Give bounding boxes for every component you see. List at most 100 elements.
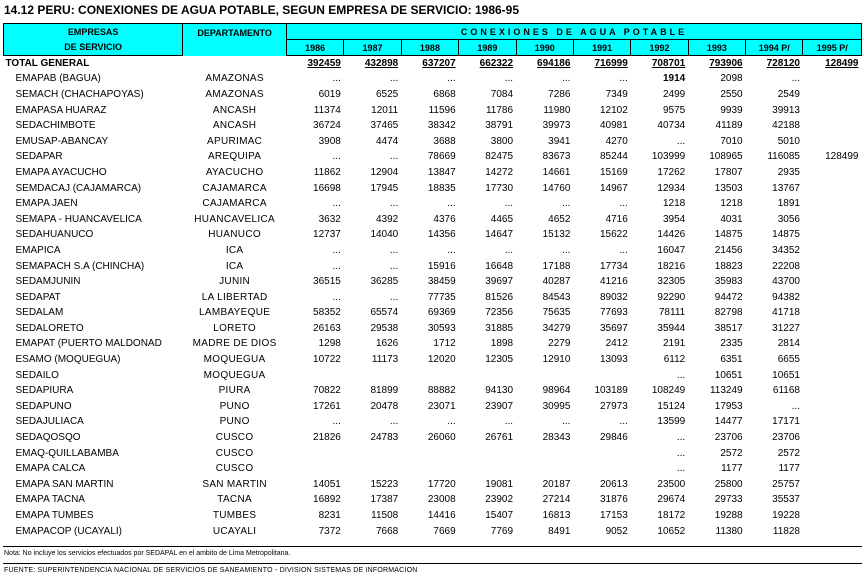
table-row: SEDAPUNO PUNO 17261 20478 23071 23907 30995 279… (4, 399, 862, 415)
table-row: EMUSAP-ABANCAY APURIMAC 3908 4474 3688 3800 39… (4, 134, 862, 150)
departamento-cell: ANCASH (212, 120, 257, 132)
table-row: ESAMO (MOQUEGUA) MOQUEGUA 10722 11173 12020 1… (4, 352, 862, 368)
value-cell (803, 181, 862, 197)
value-cell: 10651 (714, 369, 743, 381)
value-cell: 113249 (709, 385, 743, 397)
table-row: SEDALORETO LORETO 26163 29538 30593 31885 3427… (4, 321, 862, 337)
value-cell: 12910 (542, 354, 571, 366)
value-cell: 1914 (662, 73, 686, 85)
value-cell: 23706 (714, 432, 743, 444)
value-cell: ... (676, 432, 686, 444)
value-cell: 15132 (542, 229, 571, 241)
value-cell: 2935 (777, 166, 800, 178)
value-cell: 14875 (714, 229, 743, 241)
value-cell (803, 243, 862, 259)
value-cell: 31876 (600, 494, 628, 506)
value-cell: 18823 (714, 260, 743, 272)
value-cell: 6112 (663, 354, 686, 366)
value-cell: 84543 (542, 291, 571, 303)
value-cell: 17953 (714, 400, 743, 412)
value-cell: 1218 (720, 198, 743, 210)
value-cell: 29846 (600, 432, 628, 444)
value-cell (803, 212, 862, 228)
value-cell: 1177 (778, 463, 800, 475)
value-cell: 82798 (714, 307, 743, 319)
value-cell: 39973 (542, 120, 571, 132)
value-cell: 128499 (825, 151, 859, 163)
value-cell: ... (447, 244, 456, 256)
table-row: EMAPA TACNA TACNA 16892 17387 23008 23902 2721… (4, 493, 862, 509)
value-cell: 78669 (427, 151, 456, 163)
header-year: 1993 (687, 39, 747, 56)
value-cell: 27973 (600, 400, 628, 412)
value-cell: 13599 (657, 416, 686, 428)
value-cell: 7669 (433, 525, 456, 537)
total-value: 392459 (307, 57, 341, 69)
value-cell: 12737 (313, 229, 341, 241)
value-cell: 17720 (427, 478, 456, 490)
value-cell: ... (447, 416, 456, 428)
value-cell: 17261 (313, 400, 341, 412)
departamento-cell: AREQUIPA (207, 151, 262, 163)
value-cell: 72356 (485, 307, 514, 319)
header-year: 1994 P/ (745, 39, 804, 56)
value-cell (803, 118, 862, 134)
value-cell: 23902 (485, 494, 514, 506)
value-cell (803, 274, 862, 290)
value-cell: 116085 (767, 151, 800, 163)
value-cell: 19081 (485, 478, 514, 490)
value-cell (803, 228, 862, 244)
value-cell: 10722 (313, 354, 341, 366)
value-cell: 7084 (490, 88, 514, 100)
total-value: 128499 (825, 57, 859, 69)
value-cell: 1218 (662, 198, 686, 210)
departamento-cell: TUMBES (212, 510, 257, 522)
value-cell: ... (389, 244, 399, 256)
value-cell: 19228 (772, 510, 800, 522)
departamento-cell: AMAZONAS (205, 73, 264, 85)
value-cell: ... (676, 463, 686, 475)
empresa-cell: EMAPASA HUARAZ (15, 104, 107, 116)
table-row: EMAPAB (BAGUA) AMAZONAS..................… (4, 72, 862, 88)
value-cell: 6351 (720, 354, 743, 366)
value-cell: 41718 (772, 307, 800, 319)
value-cell: 36724 (313, 120, 341, 132)
value-cell: 35697 (600, 322, 628, 334)
value-cell: ... (447, 73, 456, 85)
value-cell: 36515 (313, 276, 341, 288)
value-cell: 78111 (658, 307, 686, 319)
table-row: SEDAJULIACA PUNO.................. 13599 14… (4, 415, 862, 431)
header-year: 1991 (572, 39, 632, 56)
value-cell: 15622 (600, 229, 628, 241)
table-row: SEDACHIMBOTE ANCASH 36724 37465 38342 38791 39… (4, 118, 862, 134)
value-cell: 42188 (772, 120, 800, 132)
value-cell: 15124 (657, 400, 686, 412)
empresa-cell: ESAMO (MOQUEGUA) (15, 354, 121, 366)
value-cell (803, 103, 862, 119)
empresa-cell: SEDAPAT (15, 291, 61, 303)
value-cell: 29538 (370, 322, 399, 334)
table-row: SEDALAM LAMBAYEQUE 58352 65574 69369 72356 756… (4, 306, 862, 322)
value-cell: ... (332, 151, 341, 163)
value-cell: 15223 (370, 478, 399, 490)
value-cell (803, 446, 862, 462)
value-cell (803, 399, 862, 415)
value-cell: 25757 (772, 478, 800, 490)
table-row: SEMDACAJ (CAJAMARCA) CAJAMARCA 16698 17945 1… (4, 181, 862, 197)
table-row: SEDAPAR AREQUIPA...... 78669 82475 83673 8524… (4, 150, 862, 166)
value-cell: 13767 (772, 182, 800, 194)
table-row: SEMAPA - HUANCAVELICA HUANCAVELICA 3632 439… (4, 212, 862, 228)
value-cell: 8231 (318, 510, 341, 522)
empresa-cell: SEDAPIURA (15, 385, 74, 397)
value-cell: ... (676, 135, 686, 147)
value-cell: 1298 (318, 338, 341, 350)
value-cell (803, 352, 862, 368)
value-cell: 10652 (657, 525, 686, 537)
value-cell: 3632 (318, 213, 341, 225)
value-cell: 13503 (714, 182, 743, 194)
value-cell: 39913 (772, 104, 800, 116)
value-cell: 14661 (542, 166, 571, 178)
empresa-cell: EMAPACOP (UCAYALI) (15, 525, 123, 537)
departamento-cell: UCAYALI (212, 525, 257, 537)
empresa-cell: EMAPAB (BAGUA) (15, 73, 101, 85)
